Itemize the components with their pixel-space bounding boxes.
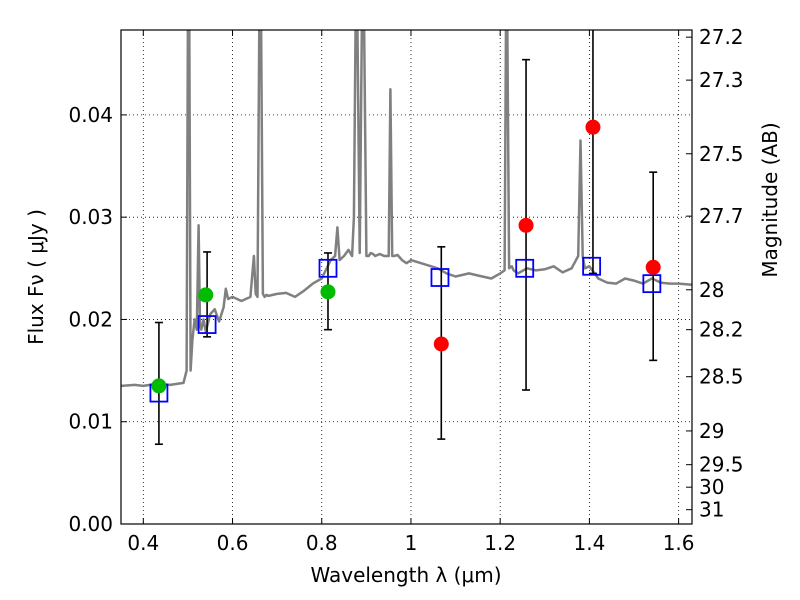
x-tick-label: 0.4 <box>127 531 159 555</box>
x-tick-label: 1.4 <box>573 531 605 555</box>
x-tick-label: 0.8 <box>306 531 338 555</box>
model-square-point <box>430 268 450 287</box>
tick-label-layer: 0.4 0.6 0.8 1 1.2 1.4 1.6 0.00 0.01 0.02 0.03 0.04 2… <box>68 25 743 555</box>
red-data-point <box>433 336 449 352</box>
model-square-point <box>197 315 217 334</box>
right-tick-label: 28.2 <box>699 318 744 342</box>
right-tick-label: 27.2 <box>699 25 744 49</box>
y-axis-label-left: Flux Fν ( μJy ) <box>24 209 48 345</box>
red-data-point <box>585 119 601 135</box>
model-square-point <box>318 258 338 278</box>
x-tick-label: 1.2 <box>484 531 516 555</box>
plot-frame <box>120 29 693 525</box>
tick-layer <box>121 30 692 525</box>
y-tick-label: 0.04 <box>68 103 113 127</box>
red-data-point <box>645 259 661 275</box>
green-data-point <box>151 378 167 394</box>
red-data-point <box>518 217 534 233</box>
y-tick-label: 0.01 <box>68 410 113 434</box>
right-tick-label: 27.3 <box>699 68 744 92</box>
right-tick-label: 31 <box>699 498 724 522</box>
model-square-point <box>642 274 662 294</box>
right-tick-label: 27.7 <box>699 204 744 228</box>
right-tick-label: 29.5 <box>699 453 744 477</box>
x-axis-label: Wavelength λ (μm) <box>310 563 501 587</box>
right-tick-label: 27.5 <box>699 142 744 166</box>
right-tick-label: 28 <box>699 278 724 302</box>
x-tick-label: 1 <box>405 531 418 555</box>
x-tick-label: 1.6 <box>663 531 695 555</box>
y-tick-label: 0.00 <box>68 512 113 536</box>
green-data-point <box>320 284 336 300</box>
sed-line-layer <box>121 30 692 388</box>
model-square-point <box>515 258 535 278</box>
right-tick-label: 28.5 <box>699 365 744 389</box>
model-square-point <box>582 256 602 276</box>
x-tick-label: 0.6 <box>217 531 249 555</box>
right-tick-label: 29 <box>699 419 724 443</box>
y-axis-label-right: Magnitude (AB) <box>758 122 782 277</box>
sed-model-line <box>121 30 692 388</box>
green-data-point <box>198 287 214 303</box>
right-tick-label: 30 <box>699 475 724 499</box>
marker-layer <box>149 119 662 403</box>
y-tick-label: 0.02 <box>68 307 113 331</box>
y-tick-label: 0.03 <box>68 205 113 229</box>
